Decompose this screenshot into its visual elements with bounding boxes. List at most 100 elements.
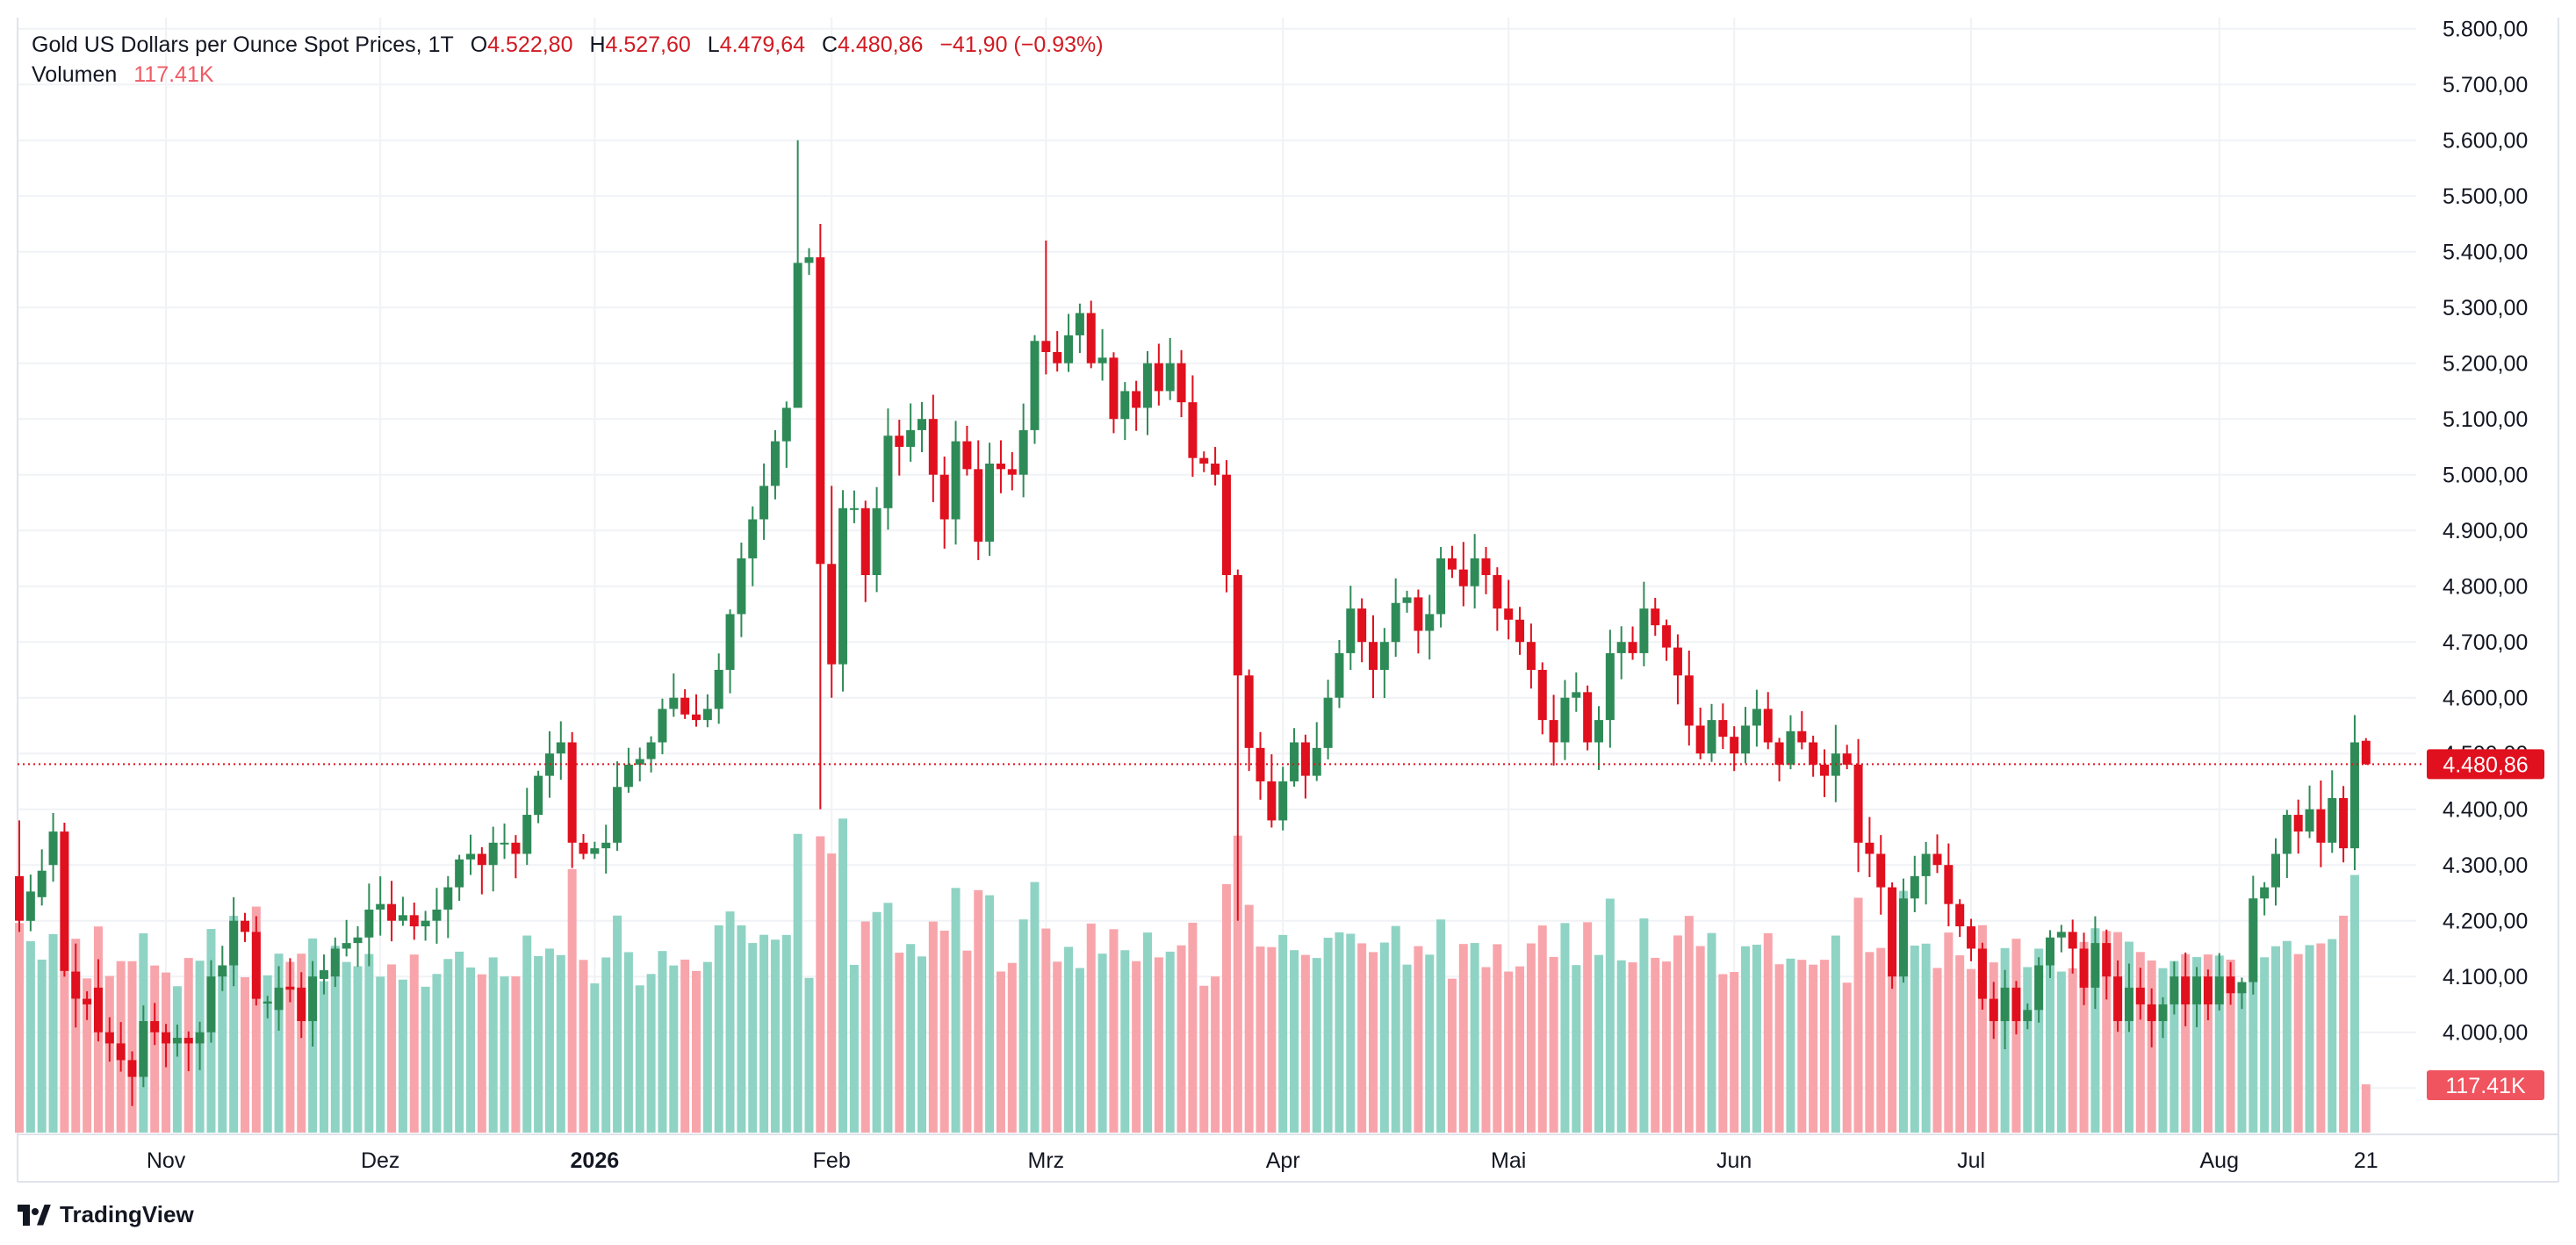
price-tick-label: 4.300,00 [2443,853,2528,878]
candle-body [297,987,306,1021]
volume-bar [150,965,160,1133]
volume-bar [1379,942,1389,1133]
volume-bar [477,974,486,1133]
candle-body [1741,725,1751,754]
time-axis[interactable]: Nov Dez 2026 Feb Mrz Apr Mai Jun Jul Aug 21 [147,1148,2378,1173]
candle [195,1021,205,1070]
legend-open: 4.522,80 [487,32,573,57]
candle [1075,303,1084,354]
volume-bar [1876,947,1886,1133]
candle-body [2361,740,2371,765]
volume-bar [263,975,272,1133]
candle [1774,738,1784,781]
candle [1312,722,1321,781]
candle [781,401,791,468]
candle [1537,662,1547,735]
volume-bar [522,935,532,1133]
candle [1955,899,1965,938]
volume-bar [1684,916,1694,1133]
candle-body [229,920,239,966]
legend-high-label: H [589,32,606,57]
candle-body [951,441,961,520]
candle-body [2011,987,2021,1021]
price-tick-label: 5.600,00 [2443,129,2528,154]
candle [1594,706,1603,770]
candle-body [1075,313,1084,335]
volume-bar [1741,946,1751,1133]
candle [1132,380,1141,431]
candle [251,916,261,1006]
volume-bar [748,943,758,1133]
candle [556,721,565,781]
candle [1335,639,1344,709]
volume-bar [1707,932,1716,1133]
candle [2147,988,2156,1047]
candle-body [2271,853,2280,888]
candle-body [770,441,780,486]
candle-body [1064,335,1074,363]
candle-body [1853,764,1863,843]
candle [872,486,881,593]
candle-body [251,932,261,999]
candle [804,248,814,276]
candle-body [1809,742,1818,765]
candle-body [906,429,916,447]
price-tick-label: 5.300,00 [2443,296,2528,320]
candle [883,408,893,530]
volume-bar [2068,968,2077,1133]
volume-bar [1831,935,1840,1133]
candle [1763,692,1773,750]
candle [1109,352,1119,434]
volume-bar [860,921,870,1133]
candle-body [1695,725,1705,754]
price-axis[interactable]: 3.900,004.000,004.100,004.200,004.300,00… [2443,18,2528,1102]
candle-body [1402,597,1412,603]
candle-body [1944,865,1954,904]
price-tick-label: 4.600,00 [2443,687,2528,711]
volume-bar [1955,955,1965,1133]
volume-bar [669,965,679,1133]
candle-body [116,1043,126,1061]
candle [139,1005,148,1088]
candle [376,876,385,936]
candle-body [646,742,656,759]
time-tick-label: 21 [2354,1148,2378,1173]
volume-bar [1730,972,1739,1133]
legend-volume-row: Volumen 117.41K [32,60,1104,90]
candle-body [1165,363,1175,392]
legend-volume-label: Volumen [32,62,118,87]
candle-body [2158,1004,2168,1021]
candle-body [1233,575,1242,676]
volume-bar [1097,954,1107,1133]
candle-body [1053,352,1062,363]
candle-body [274,987,284,1011]
volume-bar [218,971,227,1133]
volume-bar [793,833,802,1133]
candle [60,822,69,977]
price-tick-label: 5.700,00 [2443,73,2528,97]
candle-body [432,910,442,921]
candle [1583,685,1593,751]
candle-body [206,976,216,1033]
volume-bar [432,974,442,1133]
volume-bar [330,946,340,1133]
volume-bar [1786,958,1795,1133]
candle [1290,728,1299,787]
candle-body [748,519,758,558]
volume-bar [613,915,622,1133]
volume-bar [1188,922,1198,1133]
volume-bar [1458,944,1468,1133]
tradingview-brand[interactable]: TradingView [18,1201,194,1228]
price-tick-label: 5.000,00 [2443,464,2528,488]
volume-bar [1583,922,1593,1133]
candle-body [2249,898,2258,982]
candle-body [1335,652,1344,698]
candle [1549,694,1558,766]
volume-bar [241,977,249,1133]
candle-body [1493,575,1502,609]
candle [488,826,498,892]
candle-body [2090,943,2100,988]
candle-body [2023,1010,2033,1021]
candle [297,972,306,1039]
